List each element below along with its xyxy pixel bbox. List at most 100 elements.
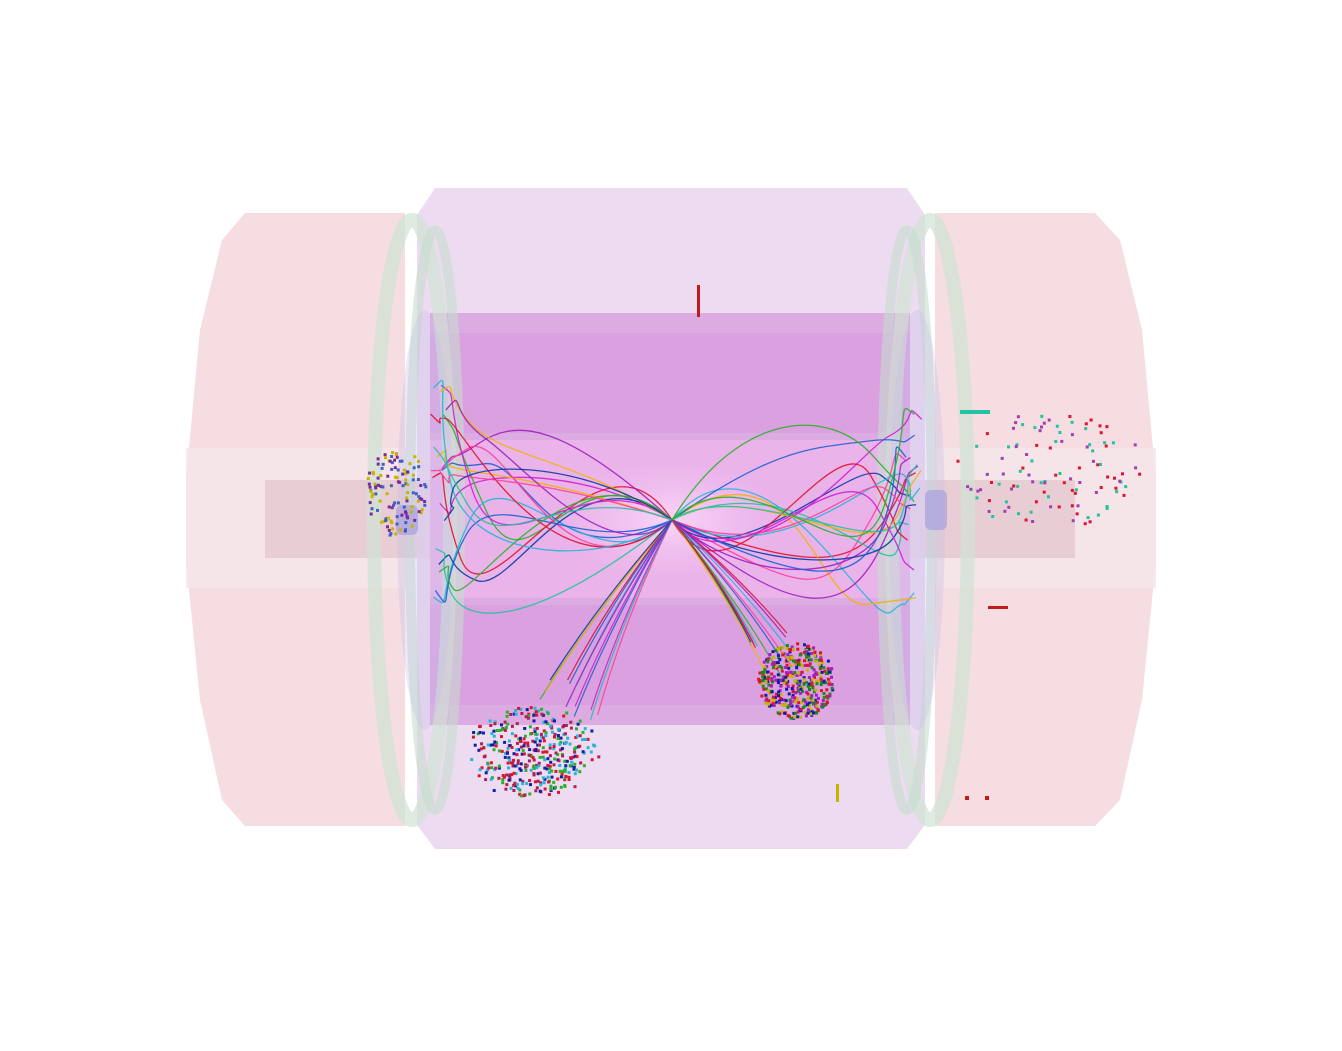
hit — [512, 771, 516, 775]
hit — [559, 775, 563, 779]
hit — [829, 668, 833, 672]
hit — [806, 708, 810, 712]
hit — [778, 699, 781, 703]
hit — [771, 680, 775, 684]
hit — [797, 701, 801, 705]
hit — [776, 673, 780, 677]
hit — [539, 732, 543, 736]
hit — [758, 680, 762, 684]
hit — [1138, 472, 1142, 476]
hit — [507, 756, 511, 760]
hit — [387, 505, 391, 509]
hit — [558, 742, 562, 746]
hit — [805, 655, 809, 659]
hit — [819, 659, 823, 662]
hit — [398, 528, 402, 532]
track-left — [439, 386, 673, 521]
hit — [514, 734, 518, 738]
hit — [1099, 486, 1103, 489]
hit — [406, 470, 410, 474]
hit — [532, 748, 536, 752]
hit — [419, 511, 423, 515]
hit — [590, 758, 594, 762]
jet-track-right — [671, 519, 769, 678]
jet-track-left — [573, 519, 673, 717]
hit — [1115, 490, 1119, 494]
track-right — [671, 493, 917, 605]
particle-tracks — [430, 379, 923, 720]
hit — [505, 710, 509, 714]
hit — [495, 741, 499, 745]
hit — [767, 699, 771, 703]
hit — [807, 704, 811, 708]
hit — [406, 491, 410, 495]
hit — [404, 472, 408, 476]
hit — [790, 687, 794, 690]
hit — [803, 643, 806, 647]
hit — [807, 682, 811, 686]
hit — [784, 699, 788, 703]
hit — [1076, 504, 1080, 508]
hit — [788, 648, 792, 652]
hit — [542, 729, 546, 733]
hit — [783, 711, 787, 715]
hit — [529, 768, 533, 772]
hit — [812, 690, 816, 694]
hit — [547, 793, 551, 796]
hit — [796, 689, 800, 693]
hit — [368, 471, 372, 475]
hit — [1070, 433, 1074, 437]
hit — [760, 670, 764, 674]
hit — [764, 687, 768, 691]
hit — [800, 701, 804, 705]
hit — [374, 484, 378, 488]
hit — [402, 468, 406, 472]
hit — [816, 696, 820, 700]
hit — [542, 720, 546, 724]
hit — [535, 763, 539, 767]
hit — [810, 677, 814, 681]
hit — [1070, 420, 1074, 424]
hit — [560, 747, 564, 751]
hit — [519, 739, 522, 743]
hit — [543, 787, 547, 791]
hit — [1103, 441, 1107, 445]
hit — [804, 700, 808, 704]
hit — [536, 749, 540, 753]
hit — [774, 678, 778, 682]
hit — [796, 660, 800, 664]
hit — [405, 499, 409, 503]
hit — [489, 777, 493, 781]
hit — [569, 726, 573, 730]
hit — [525, 708, 529, 712]
hit — [546, 775, 550, 779]
hit — [797, 671, 801, 675]
hit — [810, 666, 814, 670]
hit — [782, 681, 786, 685]
hit — [540, 712, 544, 716]
hit — [812, 711, 815, 715]
hit — [767, 702, 770, 706]
hit — [573, 754, 577, 758]
hit — [776, 678, 780, 682]
hit — [795, 697, 799, 701]
track-right — [671, 488, 915, 614]
hit — [524, 769, 528, 772]
hit — [812, 668, 816, 672]
hit — [563, 767, 567, 771]
hit — [482, 746, 486, 750]
hit — [776, 653, 780, 657]
hit — [476, 732, 480, 736]
hit — [380, 466, 384, 470]
hit — [792, 711, 796, 715]
hit — [1048, 446, 1052, 450]
hit — [545, 767, 549, 771]
hit — [785, 682, 789, 686]
hit — [567, 775, 571, 779]
hit — [1001, 472, 1005, 476]
hit — [802, 682, 806, 686]
hit — [1004, 500, 1008, 504]
hit — [552, 717, 555, 721]
